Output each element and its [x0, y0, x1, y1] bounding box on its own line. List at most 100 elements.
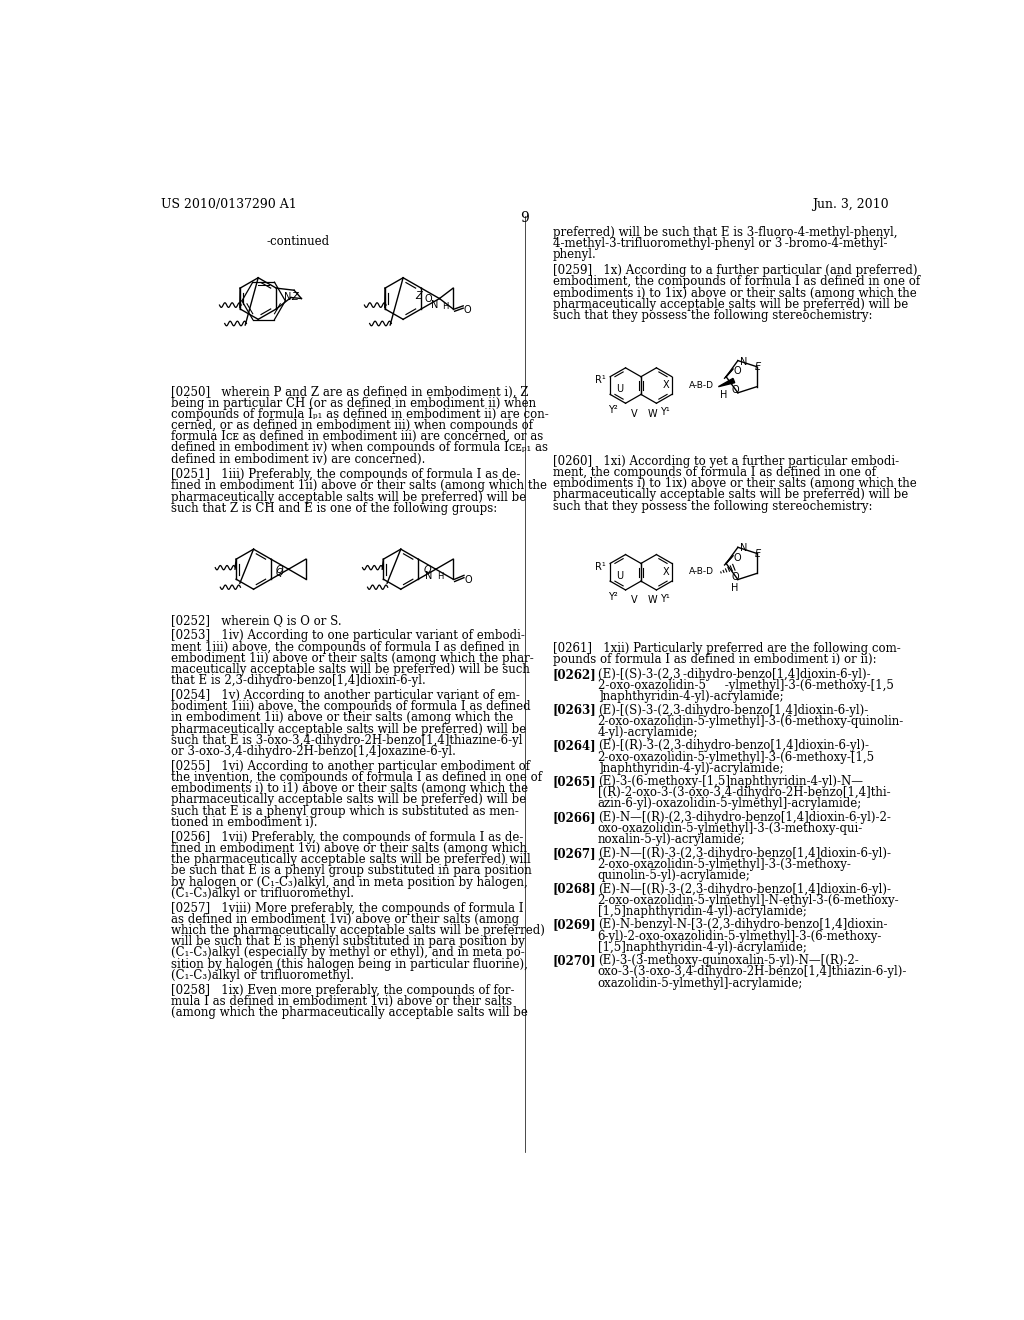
Text: ment, the compounds of formula I as defined in one of: ment, the compounds of formula I as defi…	[553, 466, 876, 479]
Text: H: H	[437, 573, 443, 581]
Text: preferred) will be such that E is 3-fluoro-4-methyl-phenyl,: preferred) will be such that E is 3-fluo…	[553, 226, 897, 239]
Text: [0264]: [0264]	[553, 739, 596, 752]
Text: (E)-[(S)-3-(2,3 -dihydro-benzo[1,4]dioxin-6-yl)-: (E)-[(S)-3-(2,3 -dihydro-benzo[1,4]dioxi…	[598, 668, 870, 681]
Text: compounds of formula Iₚ₁ as defined in embodiment ii) are con-: compounds of formula Iₚ₁ as defined in e…	[171, 408, 549, 421]
Text: A-B-D: A-B-D	[689, 380, 714, 389]
Text: [1,5]naphthyridin-4-yl)-acrylamide;: [1,5]naphthyridin-4-yl)-acrylamide;	[598, 941, 807, 954]
Text: ]naphthyridin-4-yl)-acrylamide;: ]naphthyridin-4-yl)-acrylamide;	[598, 690, 783, 704]
Text: A-B-D: A-B-D	[689, 568, 714, 577]
Text: tioned in embodiment i).: tioned in embodiment i).	[171, 816, 317, 829]
Text: fined in embodiment 1ii) above or their salts (among which the: fined in embodiment 1ii) above or their …	[171, 479, 548, 492]
Text: 6-yl)-2-oxo-oxazolidin-5-ylmethyl]-3-(6-methoxy-: 6-yl)-2-oxo-oxazolidin-5-ylmethyl]-3-(6-…	[598, 929, 882, 942]
Text: quinolin-5-yl)-acrylamide;: quinolin-5-yl)-acrylamide;	[598, 869, 751, 882]
Text: (E)-[(S)-3-(2,3-dihydro-benzo[1,4]dioxin-6-yl)-: (E)-[(S)-3-(2,3-dihydro-benzo[1,4]dioxin…	[598, 704, 868, 717]
Text: -continued: -continued	[267, 235, 330, 248]
Text: Z: Z	[292, 292, 298, 302]
Text: as defined in embodiment 1vi) above or their salts (among: as defined in embodiment 1vi) above or t…	[171, 913, 519, 925]
Text: being in particular CH (or as defined in embodiment ii) when: being in particular CH (or as defined in…	[171, 397, 537, 409]
Text: defined in embodiment iv) when compounds of formula Iᴄᴇₚ₁ as: defined in embodiment iv) when compounds…	[171, 441, 549, 454]
Text: phenyl.: phenyl.	[553, 248, 596, 261]
Text: US 2010/0137290 A1: US 2010/0137290 A1	[161, 198, 296, 211]
Text: O: O	[733, 553, 740, 562]
Text: such that they possess the following stereochemistry:: such that they possess the following ste…	[553, 309, 872, 322]
Text: pharmaceutically acceptable salts will be preferred) will be: pharmaceutically acceptable salts will b…	[553, 298, 908, 310]
Text: N: N	[430, 300, 438, 310]
Text: [0257]   1viii) More preferably, the compounds of formula I: [0257] 1viii) More preferably, the compo…	[171, 902, 524, 915]
Text: [0270]: [0270]	[553, 954, 596, 968]
Text: Y¹: Y¹	[660, 594, 671, 603]
Text: [0266]: [0266]	[553, 810, 596, 824]
Text: [1,5]naphthyridin-4-yl)-acrylamide;: [1,5]naphthyridin-4-yl)-acrylamide;	[598, 906, 807, 917]
Text: embodiments i) to 1ix) above or their salts (among which the: embodiments i) to 1ix) above or their sa…	[553, 286, 916, 300]
Text: O: O	[424, 294, 432, 305]
Text: such that they possess the following stereochemistry:: such that they possess the following ste…	[553, 499, 872, 512]
Text: sition by halogen (this halogen being in particular fluorine),: sition by halogen (this halogen being in…	[171, 957, 528, 970]
Text: bodiment 1iii) above, the compounds of formula I as defined: bodiment 1iii) above, the compounds of f…	[171, 701, 531, 713]
Polygon shape	[719, 379, 735, 387]
Text: N: N	[740, 356, 748, 367]
Text: [0260]   1xi) According to yet a further particular embodi-: [0260] 1xi) According to yet a further p…	[553, 455, 899, 467]
Text: cerned, or as defined in embodiment iii) when compounds of: cerned, or as defined in embodiment iii)…	[171, 418, 534, 432]
Text: embodiment 1ii) above or their salts (among which the phar-: embodiment 1ii) above or their salts (am…	[171, 652, 535, 665]
Text: such that E is a phenyl group which is substituted as men-: such that E is a phenyl group which is s…	[171, 805, 519, 817]
Text: [0263]: [0263]	[553, 704, 596, 717]
Text: N: N	[740, 544, 748, 553]
Text: (E)-3-(3-methoxy-quinoxalin-5-yl)-N—[(R)-2-: (E)-3-(3-methoxy-quinoxalin-5-yl)-N—[(R)…	[598, 954, 858, 968]
Text: H: H	[442, 302, 449, 310]
Text: pounds of formula I as defined in embodiment i) or ii):: pounds of formula I as defined in embodi…	[553, 653, 877, 665]
Text: such that Z is CH and E is one of the following groups:: such that Z is CH and E is one of the fo…	[171, 502, 498, 515]
Text: [0250]   wherein P and Z are as defined in embodiment i), Z: [0250] wherein P and Z are as defined in…	[171, 385, 529, 399]
Text: pharmaceutically acceptable salts will be preferred) will be: pharmaceutically acceptable salts will b…	[171, 722, 526, 735]
Text: noxalin-5-yl)-acrylamide;: noxalin-5-yl)-acrylamide;	[598, 833, 745, 846]
Text: R¹: R¹	[595, 375, 606, 385]
Text: 2-oxo-oxazolidin-5-ylmethyl]-3-(3-methoxy-: 2-oxo-oxazolidin-5-ylmethyl]-3-(3-methox…	[598, 858, 852, 871]
Text: which the pharmaceutically acceptable salts will be preferred): which the pharmaceutically acceptable sa…	[171, 924, 545, 937]
Text: W: W	[647, 409, 657, 418]
Text: formula Iᴄᴇ as defined in embodiment iii) are concerned, or as: formula Iᴄᴇ as defined in embodiment iii…	[171, 430, 544, 444]
Text: the pharmaceutically acceptable salts will be preferred) will: the pharmaceutically acceptable salts wi…	[171, 853, 531, 866]
Text: (E)-N—[(R)-(2,3-dihydro-benzo[1,4]dioxin-6-yl)-2-: (E)-N—[(R)-(2,3-dihydro-benzo[1,4]dioxin…	[598, 810, 891, 824]
Text: V: V	[631, 595, 638, 606]
Text: [0253]   1iv) According to one particular variant of embodi-: [0253] 1iv) According to one particular …	[171, 630, 525, 643]
Text: (E)-N-benzyl-N-[3-(2,3-dihydro-benzo[1,4]dioxin-: (E)-N-benzyl-N-[3-(2,3-dihydro-benzo[1,4…	[598, 919, 887, 932]
Text: O: O	[465, 574, 472, 585]
Text: O: O	[732, 385, 739, 395]
Text: 4-methyl-3-trifluoromethyl-phenyl or 3 -bromo-4-methyl-: 4-methyl-3-trifluoromethyl-phenyl or 3 -…	[553, 238, 887, 251]
Text: E: E	[755, 549, 761, 558]
Text: [0269]: [0269]	[553, 919, 596, 932]
Text: (C₁-C₃)alkyl or trifluoromethyl.: (C₁-C₃)alkyl or trifluoromethyl.	[171, 887, 354, 900]
Text: U: U	[615, 384, 623, 393]
Text: will be such that E is phenyl substituted in para position by: will be such that E is phenyl substitute…	[171, 935, 525, 948]
Text: ]naphthyridin-4-yl)-acrylamide;: ]naphthyridin-4-yl)-acrylamide;	[598, 762, 783, 775]
Text: embodiments i) to 1ix) above or their salts (among which the: embodiments i) to 1ix) above or their sa…	[553, 478, 916, 490]
Text: [0261]   1xii) Particularly preferred are the following com-: [0261] 1xii) Particularly preferred are …	[553, 642, 900, 655]
Text: ment 1iii) above, the compounds of formula I as defined in: ment 1iii) above, the compounds of formu…	[171, 640, 520, 653]
Text: (among which the pharmaceutically acceptable salts will be: (among which the pharmaceutically accept…	[171, 1006, 528, 1019]
Text: (E)-N—[(R)-3-(2,3-dihydro-benzo[1,4]dioxin-6-yl)-: (E)-N—[(R)-3-(2,3-dihydro-benzo[1,4]diox…	[598, 883, 891, 895]
Text: X: X	[663, 380, 670, 391]
Text: Q: Q	[275, 568, 284, 578]
Text: azin-6-yl)-oxazolidin-5-ylmethyl]-acrylamide;: azin-6-yl)-oxazolidin-5-ylmethyl]-acryla…	[598, 797, 862, 810]
Text: E: E	[755, 362, 761, 372]
Text: that E is 2,3-dihydro-benzo[1,4]dioxin-6-yl.: that E is 2,3-dihydro-benzo[1,4]dioxin-6…	[171, 675, 426, 688]
Text: U: U	[615, 570, 623, 581]
Text: [(R)-2-oxo-3-(3-oxo-3,4-dihydro-2H-benzo[1,4]thi-: [(R)-2-oxo-3-(3-oxo-3,4-dihydro-2H-benzo…	[598, 787, 890, 800]
Text: in embodiment 1ii) above or their salts (among which the: in embodiment 1ii) above or their salts …	[171, 711, 514, 725]
Text: O: O	[733, 366, 740, 376]
Text: pharmaceutically acceptable salts will be preferred) will be: pharmaceutically acceptable salts will b…	[171, 793, 526, 807]
Text: [0256]   1vii) Preferably, the compounds of formula I as de-: [0256] 1vii) Preferably, the compounds o…	[171, 830, 523, 843]
Text: [0254]   1v) According to another particular variant of em-: [0254] 1v) According to another particul…	[171, 689, 520, 702]
Text: oxo-oxazolidin-5-ylmethyl]-3-(3-methoxy-qui-: oxo-oxazolidin-5-ylmethyl]-3-(3-methoxy-…	[598, 822, 863, 836]
Text: [0251]   1iii) Preferably, the compounds of formula I as de-: [0251] 1iii) Preferably, the compounds o…	[171, 469, 521, 482]
Text: [0255]   1vi) According to another particular embodiment of: [0255] 1vi) According to another particu…	[171, 760, 530, 774]
Text: [0258]   1ix) Even more preferably, the compounds of for-: [0258] 1ix) Even more preferably, the co…	[171, 983, 515, 997]
Text: Q: Q	[275, 565, 284, 576]
Text: (E)-[(R)-3-(2,3-dihydro-benzo[1,4]dioxin-6-yl)-: (E)-[(R)-3-(2,3-dihydro-benzo[1,4]dioxin…	[598, 739, 868, 752]
Text: 2-oxo-oxazolidin-5-ylmethyl]-3-(6-methoxy-quinolin-: 2-oxo-oxazolidin-5-ylmethyl]-3-(6-methox…	[598, 714, 904, 727]
Text: (E)-N—[(R)-3-(2,3-dihydro-benzo[1,4]dioxin-6-yl)-: (E)-N—[(R)-3-(2,3-dihydro-benzo[1,4]diox…	[598, 847, 891, 859]
Text: Jun. 3, 2010: Jun. 3, 2010	[812, 198, 889, 211]
Text: 2-oxo-oxazolidin-5     -ylmethyl]-3-(6-methoxy-[1,5: 2-oxo-oxazolidin-5 -ylmethyl]-3-(6-metho…	[598, 678, 894, 692]
Text: the invention, the compounds of formula I as defined in one of: the invention, the compounds of formula …	[171, 771, 543, 784]
Text: H: H	[731, 583, 738, 594]
Text: H: H	[720, 389, 728, 400]
